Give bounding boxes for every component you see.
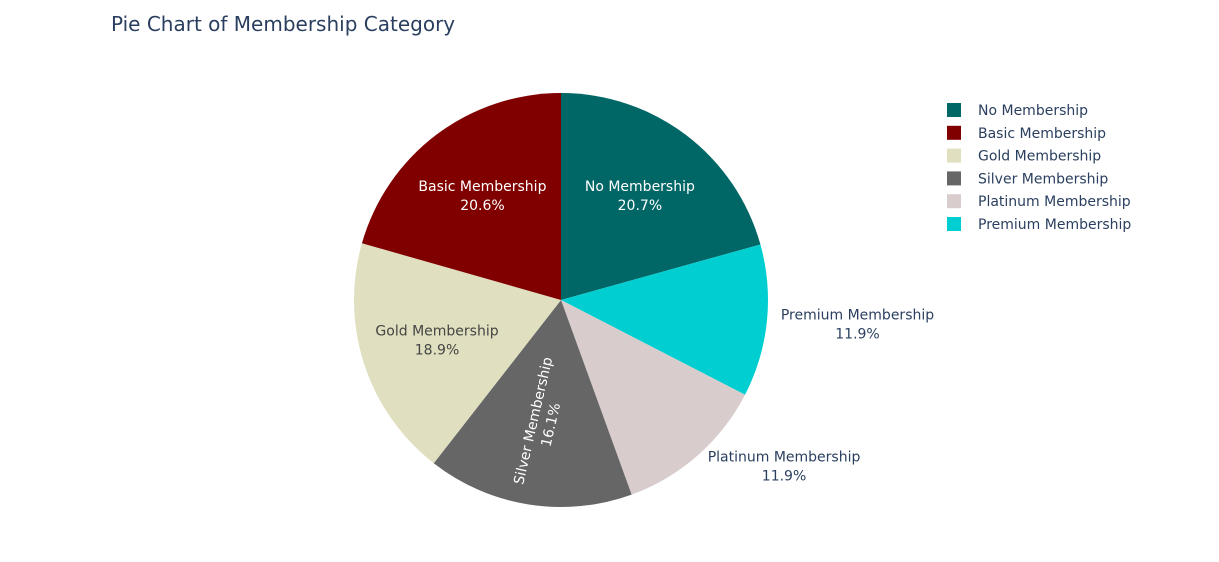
slice-label-premium-membership: Premium Membership (781, 307, 934, 323)
slice-percent-premium-membership: 11.9% (835, 326, 879, 342)
slice-label-basic-membership: Basic Membership (418, 179, 546, 195)
legend-swatch-gold-membership (947, 148, 961, 163)
slice-percent-platinum-membership: 11.9% (762, 468, 806, 484)
slice-label-platinum-membership: Platinum Membership (708, 449, 861, 465)
legend-item-basic-membership[interactable]: Basic Membership (947, 125, 1106, 142)
slice-label-no-membership: No Membership (585, 179, 695, 195)
pie-slice-basic-membership[interactable] (361, 93, 561, 300)
legend-item-no-membership[interactable]: No Membership (947, 103, 1088, 119)
legend-swatch-no-membership (947, 103, 961, 117)
legend-item-silver-membership[interactable]: Silver Membership (947, 171, 1108, 187)
legend-swatch-platinum-membership (947, 194, 961, 209)
chart-title: Pie Chart of Membership Category (111, 12, 456, 36)
legend-swatch-premium-membership (947, 217, 961, 231)
legend-label-no-membership: No Membership (978, 103, 1088, 119)
slice-percent-gold-membership: 18.9% (415, 342, 459, 358)
legend-item-platinum-membership[interactable]: Platinum Membership (947, 194, 1131, 210)
slice-label-gold-membership: Gold Membership (375, 323, 498, 339)
legend-label-gold-membership: Gold Membership (978, 149, 1101, 165)
pie-slice-gold-membership[interactable] (354, 243, 561, 464)
pie-slice-no-membership[interactable] (561, 93, 761, 300)
legend-label-premium-membership: Premium Membership (978, 217, 1131, 233)
legend-label-basic-membership: Basic Membership (978, 126, 1106, 142)
pie-slice-platinum-membership[interactable] (561, 300, 746, 495)
legend-label-silver-membership: Silver Membership (978, 171, 1108, 187)
pie-slice-silver-membership[interactable] (433, 300, 632, 507)
legend-label-platinum-membership: Platinum Membership (978, 194, 1131, 210)
legend-item-premium-membership[interactable]: Premium Membership (947, 217, 1131, 233)
legend: No Membership Basic Membership Gold Member… (947, 103, 1131, 233)
pie-slices (354, 93, 768, 507)
legend-swatch-silver-membership (947, 171, 961, 186)
pie-slice-premium-membership[interactable] (561, 244, 768, 395)
slice-percent-basic-membership: 20.6% (460, 198, 504, 214)
legend-item-gold-membership[interactable]: Gold Membership (947, 148, 1101, 165)
slice-percent-no-membership: 20.7% (618, 198, 662, 214)
legend-swatch-basic-membership (947, 125, 961, 140)
